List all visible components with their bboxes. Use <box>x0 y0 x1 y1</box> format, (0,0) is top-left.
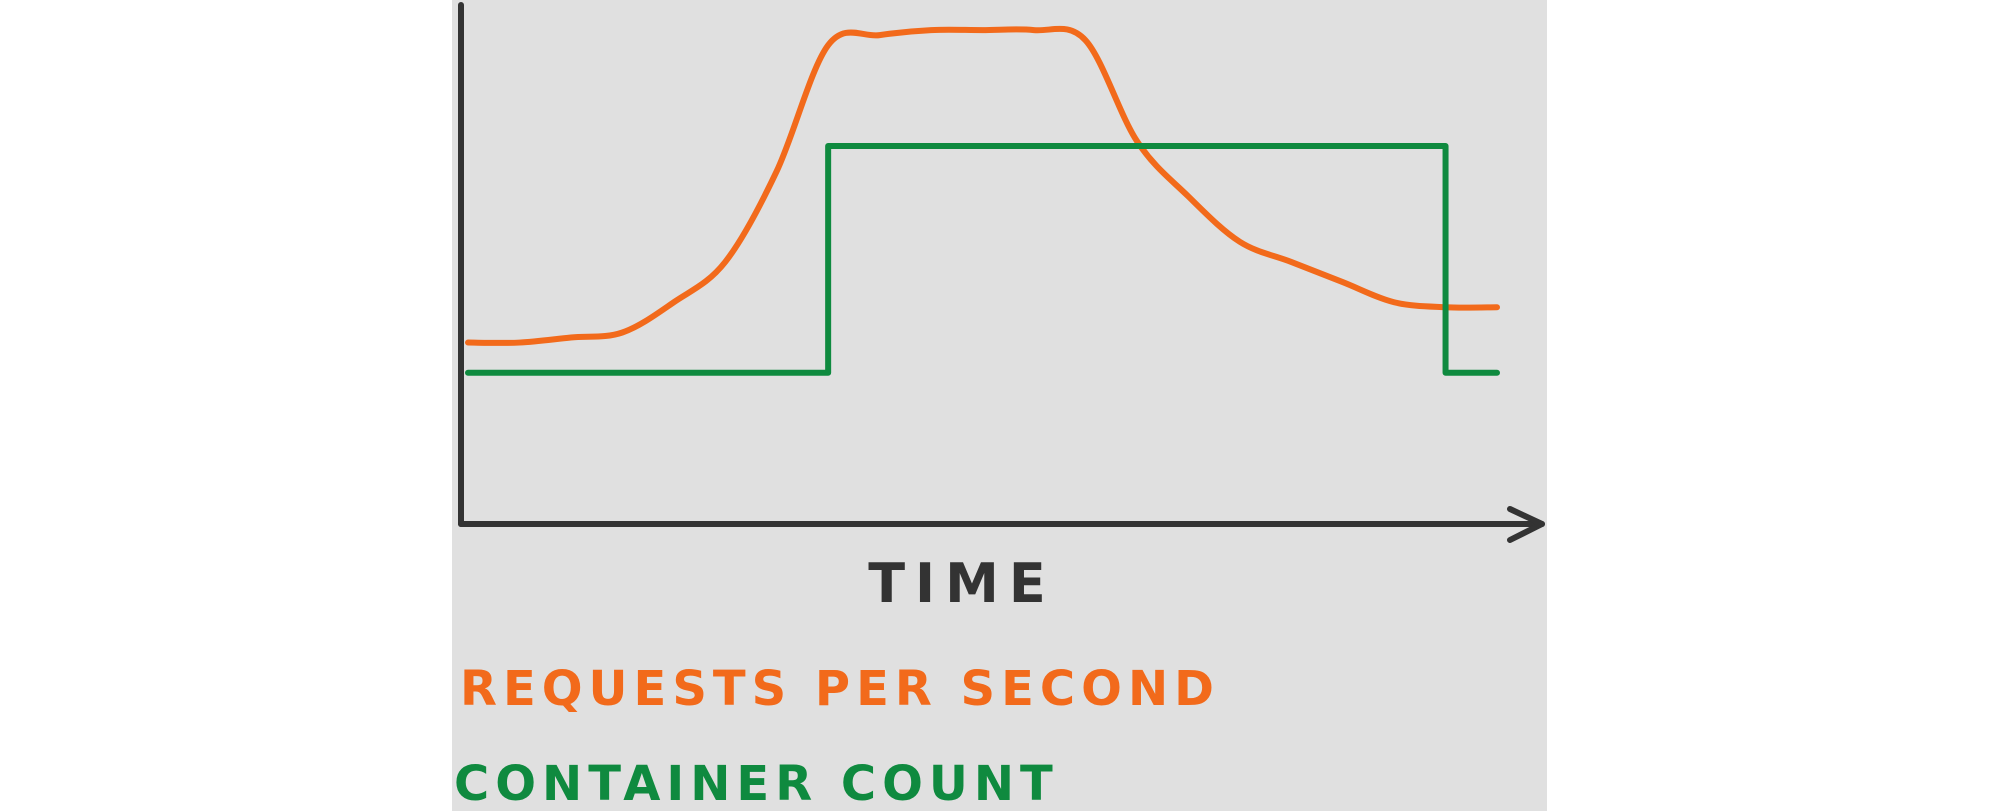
x-axis-arrowhead <box>1507 506 1545 543</box>
axes <box>458 2 1545 543</box>
series-layer <box>465 25 1500 376</box>
legend-requests-per-second: REQUESTS PER SECOND <box>460 661 1220 717</box>
series-line-container-count <box>465 143 1500 376</box>
x-axis-label: TIME <box>868 552 1056 615</box>
legend: REQUESTS PER SECOND CONTAINER COUNT <box>454 661 1220 811</box>
legend-container-count: CONTAINER COUNT <box>454 756 1059 811</box>
chart-panel: TIME REQUESTS PER SECOND CONTAINER COUNT <box>452 0 1547 811</box>
chart: TIME REQUESTS PER SECOND CONTAINER COUNT <box>454 2 1545 811</box>
series-line-requests-per-second <box>465 25 1500 346</box>
